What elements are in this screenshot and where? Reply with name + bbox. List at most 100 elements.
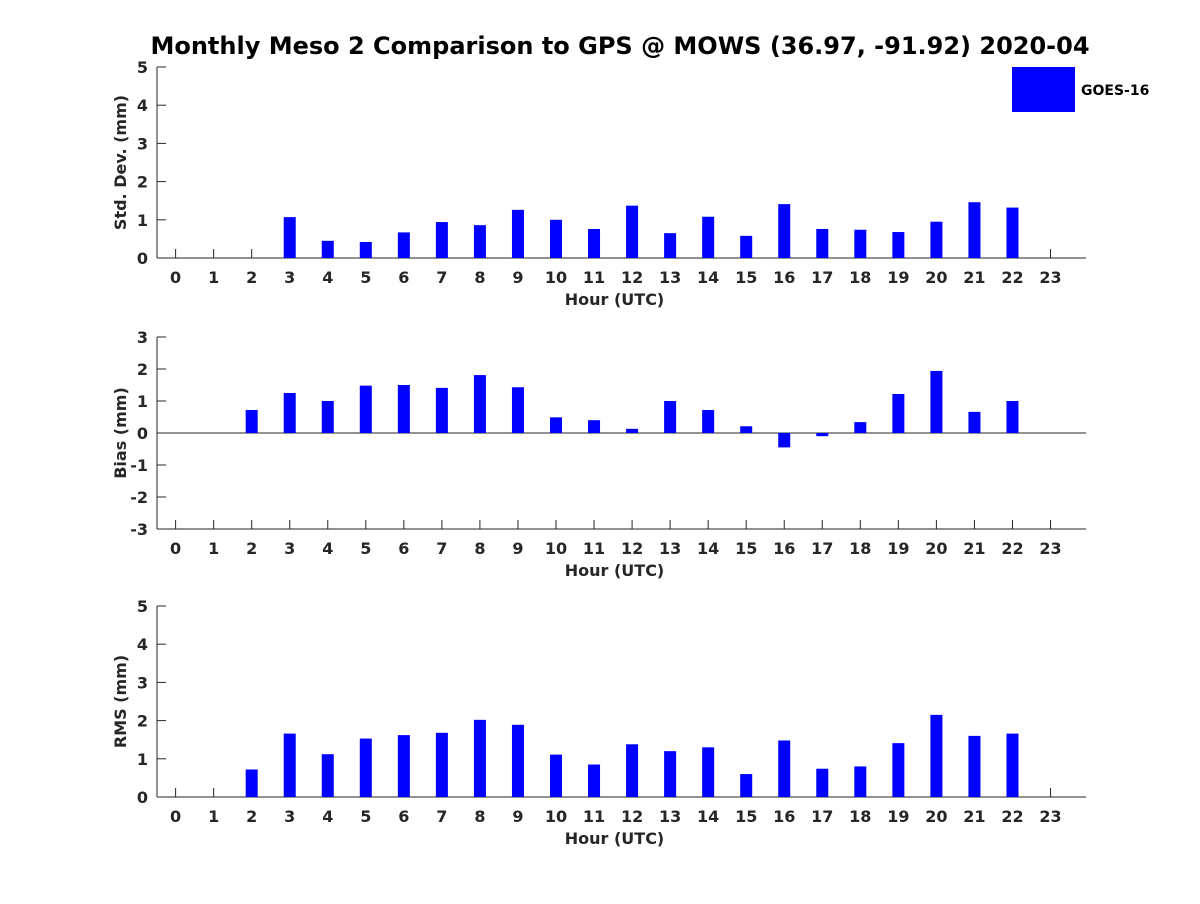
bar <box>778 433 791 448</box>
bar <box>321 754 334 797</box>
x-tick-label: 9 <box>512 539 523 558</box>
bar <box>892 743 905 797</box>
figure-title: Monthly Meso 2 Comparison to GPS @ MOWS … <box>150 32 1089 60</box>
bar <box>778 740 791 797</box>
bar <box>435 222 448 258</box>
x-tick-label: 10 <box>545 539 567 558</box>
y-tick-label: 1 <box>137 211 148 230</box>
x-tick-label: 21 <box>963 807 985 826</box>
x-tick-label: 7 <box>436 539 447 558</box>
bar <box>359 241 372 258</box>
bar <box>968 411 981 433</box>
bar <box>816 768 829 797</box>
x-tick-label: 21 <box>963 539 985 558</box>
x-tick-label: 12 <box>621 807 643 826</box>
x-tick-label: 2 <box>246 807 257 826</box>
bar <box>588 764 601 797</box>
y-tick-label: 2 <box>137 173 148 192</box>
bar <box>550 417 562 433</box>
x-tick-label: 13 <box>659 268 681 287</box>
x-tick-label: 3 <box>284 268 295 287</box>
bar <box>626 205 639 258</box>
x-tick-label: 20 <box>925 807 947 826</box>
x-tick-label: 21 <box>963 268 985 287</box>
x-tick-label: 8 <box>474 539 485 558</box>
x-tick-label: 6 <box>398 539 409 558</box>
x-tick-label: 23 <box>1039 539 1061 558</box>
bar <box>473 225 486 258</box>
x-tick-label: 20 <box>925 539 947 558</box>
x-tick-label: 11 <box>583 268 605 287</box>
x-axis-label: Hour (UTC) <box>565 290 665 309</box>
bar <box>511 724 524 797</box>
bar <box>511 209 524 258</box>
x-tick-label: 19 <box>887 539 909 558</box>
bar <box>511 387 524 433</box>
bar <box>397 385 410 433</box>
x-tick-label: 10 <box>545 268 567 287</box>
x-tick-label: 7 <box>436 807 447 826</box>
y-tick-label: 0 <box>137 788 148 807</box>
bar <box>245 409 258 433</box>
x-tick-label: 2 <box>246 268 257 287</box>
x-tick-label: 14 <box>697 268 719 287</box>
bar <box>435 387 448 433</box>
bar <box>435 732 448 797</box>
bar <box>626 428 639 433</box>
x-tick-label: 15 <box>735 807 757 826</box>
bar <box>588 420 601 433</box>
x-tick-label: 11 <box>583 807 605 826</box>
x-tick-label: 0 <box>170 268 181 287</box>
bar <box>1006 733 1019 797</box>
x-tick-label: 5 <box>360 807 371 826</box>
bar <box>588 228 601 258</box>
legend: GOES-16 <box>1012 67 1149 112</box>
x-axis-label: Hour (UTC) <box>565 561 665 580</box>
x-tick-label: 22 <box>1001 539 1023 558</box>
x-tick-label: 22 <box>1001 268 1023 287</box>
bar <box>930 714 943 797</box>
x-tick-label: 19 <box>887 807 909 826</box>
bar <box>702 409 715 433</box>
x-tick-label: 1 <box>208 807 219 826</box>
x-tick-label: 15 <box>735 268 757 287</box>
bar <box>626 744 639 797</box>
x-tick-label: 20 <box>925 268 947 287</box>
x-tick-label: 17 <box>811 807 833 826</box>
x-tick-label: 6 <box>398 268 409 287</box>
x-tick-label: 17 <box>811 268 833 287</box>
y-tick-label: 3 <box>137 328 148 347</box>
bar <box>1006 207 1019 258</box>
bar <box>930 221 943 258</box>
bar <box>550 219 562 258</box>
bar <box>702 216 715 258</box>
y-tick-label: -1 <box>130 456 148 475</box>
bar <box>778 204 791 258</box>
y-tick-label: -3 <box>130 520 148 539</box>
bar <box>892 232 905 258</box>
bar <box>664 751 677 797</box>
y-tick-label: 1 <box>137 750 148 769</box>
bar <box>664 401 677 433</box>
x-tick-label: 10 <box>545 807 567 826</box>
bar <box>550 754 562 797</box>
y-tick-label: 0 <box>137 249 148 268</box>
x-tick-label: 23 <box>1039 807 1061 826</box>
x-tick-label: 14 <box>697 539 719 558</box>
y-tick-label: 4 <box>137 635 148 654</box>
legend-label: GOES-16 <box>1081 83 1149 99</box>
bar <box>854 422 867 433</box>
bar <box>664 233 677 258</box>
bar <box>854 766 867 797</box>
bar <box>245 769 258 797</box>
x-tick-label: 7 <box>436 268 447 287</box>
y-tick-label: -2 <box>130 488 148 507</box>
y-tick-label: 5 <box>137 58 148 77</box>
x-tick-label: 14 <box>697 807 719 826</box>
y-axis-label: Bias (mm) <box>111 387 130 479</box>
x-tick-label: 9 <box>512 807 523 826</box>
y-tick-label: 3 <box>137 134 148 153</box>
x-axis-label: Hour (UTC) <box>565 829 665 848</box>
bar <box>740 774 753 797</box>
